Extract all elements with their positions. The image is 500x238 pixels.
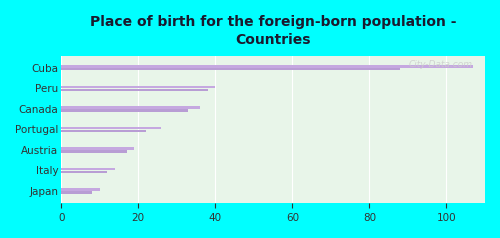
Bar xyxy=(61,106,200,109)
Bar xyxy=(61,188,100,191)
Bar xyxy=(61,127,162,129)
Bar xyxy=(61,89,208,91)
Bar xyxy=(61,191,92,194)
Bar xyxy=(61,109,188,112)
Bar xyxy=(61,68,400,70)
Title: Place of birth for the foreign-born population -
Countries: Place of birth for the foreign-born popu… xyxy=(90,15,457,47)
Bar xyxy=(61,150,126,153)
Bar xyxy=(61,168,115,170)
Text: City-Data.com: City-Data.com xyxy=(408,60,472,69)
Bar xyxy=(61,130,146,132)
Bar xyxy=(61,171,108,173)
Bar xyxy=(61,65,474,68)
Bar xyxy=(61,86,216,88)
Bar xyxy=(61,147,134,150)
